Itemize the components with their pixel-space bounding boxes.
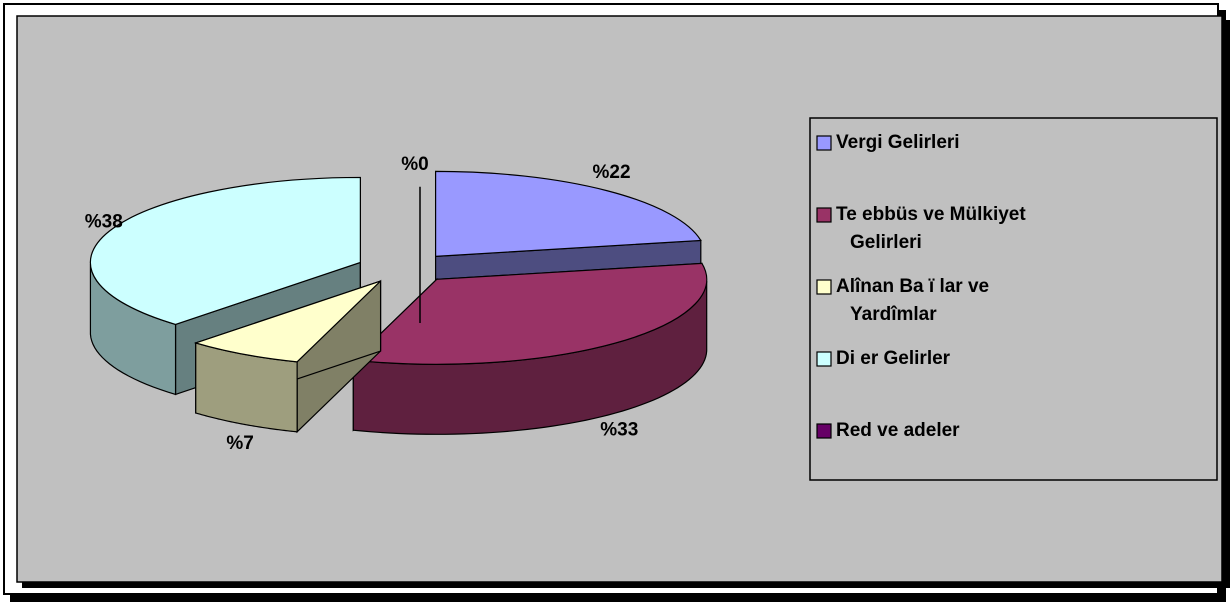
slice (193, 279, 382, 434)
slice-top (351, 262, 708, 365)
data-label: %0 (401, 154, 428, 175)
data-label: %7 (226, 433, 253, 454)
legend-swatch (816, 351, 832, 367)
slice (351, 262, 708, 435)
pie: %22 %33 %7 %38 %0 (85, 154, 708, 454)
legend-label: Te ebbüs ve Mülkiyet Gelirleri (836, 204, 1026, 253)
data-label: %33 (600, 419, 638, 440)
legend-label: Vergi Gelirleri (836, 132, 960, 153)
legend-swatch (816, 279, 832, 295)
legend-box (809, 117, 1218, 481)
legend-swatch (816, 423, 832, 439)
slice-top (434, 170, 702, 257)
slice-top (89, 176, 361, 326)
slice-top (193, 280, 381, 363)
legend-label: Alînan Ba ï lar ve Yardîmlar (836, 276, 989, 325)
legend-swatch (816, 207, 832, 223)
legend-swatch (816, 135, 832, 151)
legend-label: Red ve adeler (836, 420, 960, 441)
legend: Vergi Gelirleri Te ebbüs ve Mülkiyet Gelir… (816, 132, 1026, 441)
data-label: %22 (593, 162, 631, 183)
data-label: %38 (85, 212, 123, 233)
legend-label: Di er Gelirler (836, 348, 951, 369)
